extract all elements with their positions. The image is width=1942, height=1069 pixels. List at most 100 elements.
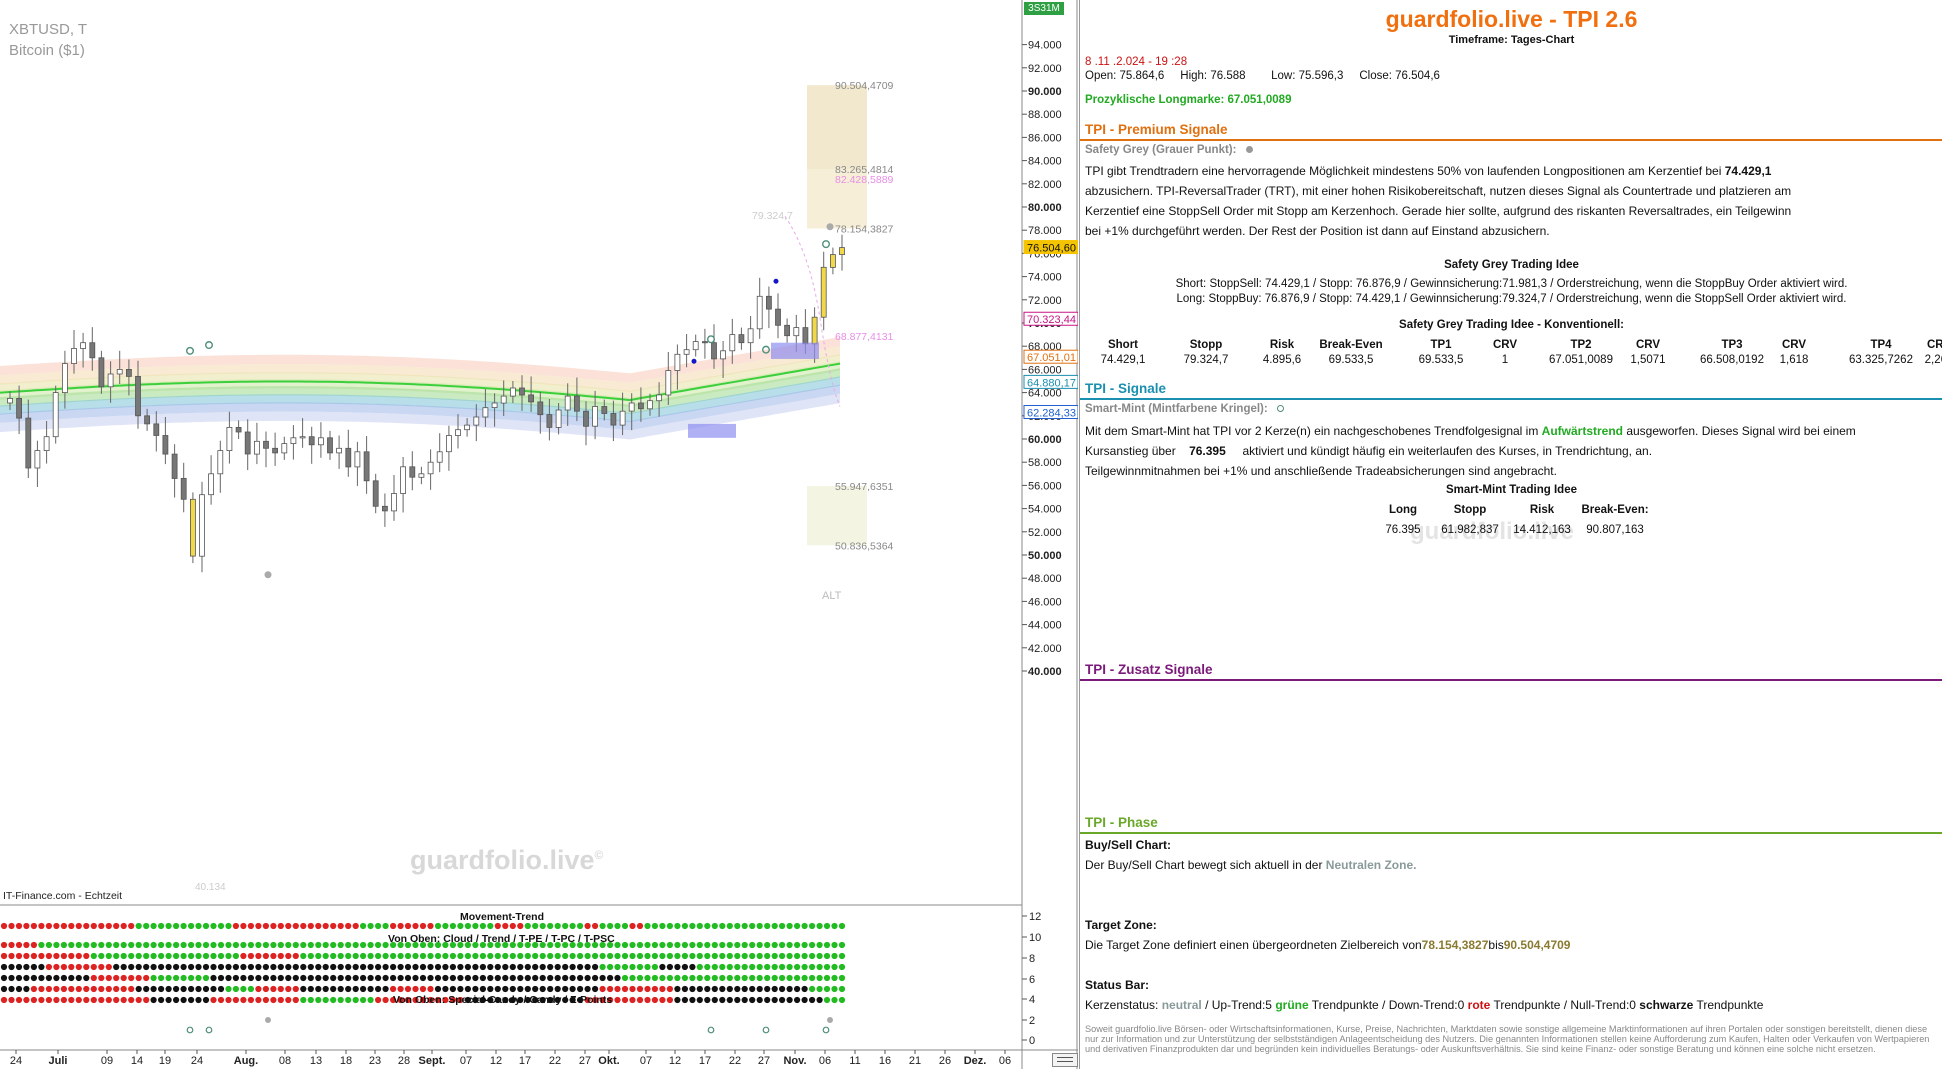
trend-status-dot [651, 996, 659, 1004]
zone-level-label: 78.154,3827 [835, 223, 894, 235]
smart-mint-circle-icon [185, 346, 194, 355]
trend-status-dot [562, 996, 569, 1004]
trend-status-dot [262, 941, 269, 949]
price-tick-label: 84.000 [1028, 156, 1062, 168]
trend-status-dot [838, 922, 846, 930]
trend-status-dot [105, 985, 112, 993]
trend-status-dot [375, 922, 382, 930]
trend-status-dot [749, 996, 756, 1004]
trend-status-dot [113, 996, 120, 1004]
mint-header-0: Long [1388, 504, 1418, 516]
trend-status-dot [367, 922, 374, 930]
trend-status-dot [607, 963, 614, 971]
trend-status-dot [397, 974, 404, 982]
trend-status-dot [180, 941, 187, 949]
trend-status-dot [614, 941, 621, 949]
trend-status-dot [494, 963, 501, 971]
date-tick-label: 11 [849, 1055, 860, 1067]
trend-status-dot [345, 963, 352, 971]
longmarke-label: Prozyklische Longmarke: 67.051,0089 [1085, 94, 1292, 106]
trend-status-dot [202, 985, 210, 993]
trend-status-dot [128, 996, 135, 1004]
trend-status-dot [23, 985, 30, 993]
trend-status-dot [809, 963, 816, 971]
low-marker-label: 40.134 [195, 882, 226, 893]
date-tick-label: 17 [519, 1055, 531, 1067]
trend-status-dot [502, 974, 509, 982]
candle-body [519, 387, 525, 396]
trend-status-dot [195, 963, 202, 971]
trend-status-dot [771, 922, 778, 930]
trend-status-dot [128, 952, 135, 960]
konv-header-2: Risk [1269, 339, 1295, 351]
trend-status-dot [449, 985, 456, 993]
date-tick-label: Dez. [964, 1055, 987, 1067]
trend-status-dot [105, 996, 112, 1004]
trend-status-dot [330, 996, 337, 1004]
trend-status-dot [120, 974, 127, 982]
trend-status-dot [45, 985, 53, 993]
trend-status-dot [135, 996, 142, 1004]
trend-status-dot [756, 941, 763, 949]
cloud-trend-title: Von Oben: Cloud / Trend / T-PE / T-PC / … [388, 933, 615, 945]
candle-body [189, 498, 196, 557]
candle-body [226, 426, 233, 451]
trend-status-dot [651, 922, 659, 930]
trend-status-dot [614, 963, 621, 971]
trend-status-dot [584, 974, 591, 982]
trend-status-dot [180, 996, 187, 1004]
trend-status-dot [419, 952, 427, 960]
trend-status-dot [741, 922, 748, 930]
trend-status-dot [307, 963, 314, 971]
trend-status-dot [539, 963, 546, 971]
trend-status-dot [689, 922, 696, 930]
trend-status-dot [337, 974, 344, 982]
trend-status-dot [636, 941, 644, 949]
trend-status-dot [38, 952, 45, 960]
price-axis-tag-label: 67.051,01 [1027, 352, 1076, 364]
candle-body [89, 342, 96, 359]
trend-status-dot [195, 941, 202, 949]
trend-status-dot [532, 974, 539, 982]
trend-status-dot [764, 996, 771, 1004]
trend-status-dot [681, 952, 689, 960]
trend-status-dot [375, 941, 382, 949]
date-tick-label: 27 [579, 1055, 591, 1067]
trend-status-dot [23, 974, 30, 982]
datetime-label: 8 .11 .2.024 - 19 :28 [1085, 56, 1188, 68]
price-tick-label: 52.000 [1028, 527, 1062, 539]
trend-status-dot [75, 922, 82, 930]
candle-body [702, 341, 708, 344]
candle-body [235, 426, 242, 433]
trend-status-dot [644, 922, 651, 930]
trend-status-dot [315, 974, 322, 982]
trend-status-dot [375, 963, 382, 971]
candle-body [802, 327, 809, 345]
chart-scroll-handle[interactable] [1052, 1053, 1078, 1067]
trend-status-dot [30, 974, 37, 982]
trend-status-dot [262, 952, 269, 960]
trend-status-dot [771, 941, 778, 949]
trend-status-dot [801, 996, 808, 1004]
candle-body [656, 394, 662, 402]
trend-status-dot [823, 996, 831, 1004]
zusatz-divider [1080, 679, 1942, 681]
trend-status-dot [509, 974, 516, 982]
trend-status-dot [68, 996, 75, 1004]
trend-status-dot [68, 974, 75, 982]
price-chart[interactable]: 94.000 92.000 90.000 88.000 86.000 84.000 82.0… [0, 0, 1078, 1069]
price-chart-canvas[interactable]: 94.000 92.000 90.000 88.000 86.000 84.000 82.0… [0, 0, 1078, 1069]
trend-status-dot [764, 941, 771, 949]
trend-status-dot [315, 996, 322, 1004]
zone-level-label: 79.324,7 [752, 210, 793, 222]
trend-status-dot [524, 985, 531, 993]
price-axis-tag-label: 70.323,44 [1027, 314, 1076, 326]
trend-status-dot [801, 985, 808, 993]
trend-status-dot [629, 996, 636, 1004]
trend-status-dot [158, 952, 165, 960]
trend-status-dot [599, 974, 606, 982]
timeframe-badge[interactable]: 3S31M [1024, 2, 1064, 15]
trend-status-dot [397, 996, 404, 1004]
trend-status-dot [472, 941, 479, 949]
trend-status-dot [539, 952, 546, 960]
